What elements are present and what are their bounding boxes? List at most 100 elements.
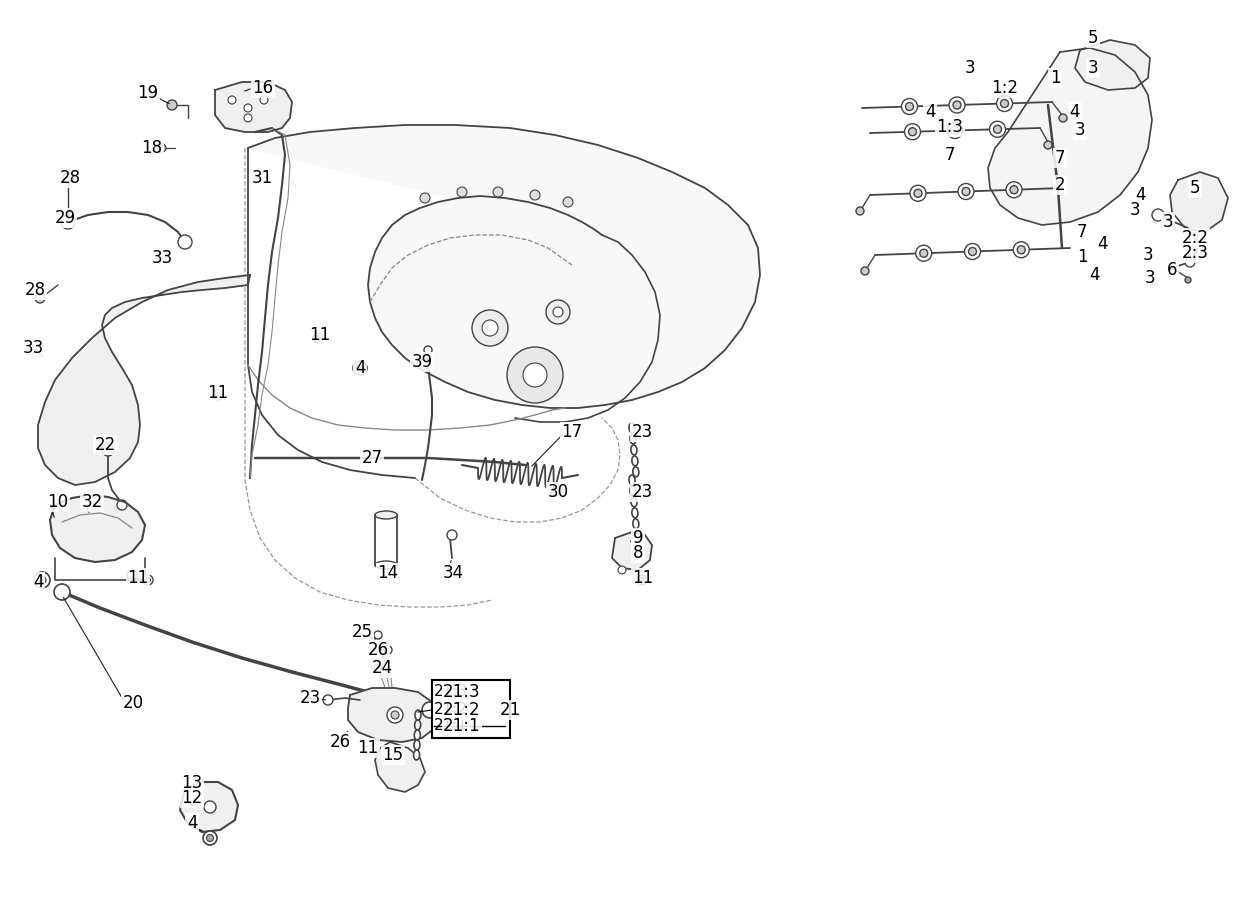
Circle shape [356,365,364,371]
Circle shape [374,664,382,672]
Text: 3: 3 [1130,201,1140,219]
Text: 4: 4 [925,103,935,121]
Ellipse shape [415,720,420,730]
Circle shape [1000,100,1009,108]
Text: 4: 4 [186,814,198,832]
Text: 3: 3 [1145,269,1155,287]
Ellipse shape [633,519,639,529]
Circle shape [146,578,151,582]
Circle shape [996,95,1013,112]
Circle shape [855,207,864,215]
Circle shape [260,96,268,104]
Text: 10: 10 [48,493,69,511]
Polygon shape [215,82,292,132]
Polygon shape [1170,172,1228,232]
Polygon shape [348,688,438,742]
Text: 14: 14 [377,564,399,582]
Ellipse shape [632,508,638,518]
Circle shape [493,187,503,197]
Circle shape [1185,277,1191,283]
Circle shape [353,361,367,375]
Circle shape [387,707,403,723]
Circle shape [54,584,70,600]
Circle shape [902,99,917,114]
Text: 2: 2 [1054,176,1066,194]
Circle shape [1013,241,1029,258]
Polygon shape [375,742,425,792]
Circle shape [1059,114,1067,122]
Text: 13: 13 [181,774,203,792]
Text: 4: 4 [1135,186,1145,204]
Circle shape [384,646,392,654]
Ellipse shape [414,750,420,760]
Circle shape [954,101,961,109]
Text: 5: 5 [1190,179,1200,197]
Circle shape [1185,257,1195,267]
Circle shape [143,575,153,585]
Text: 33: 33 [151,249,172,267]
Circle shape [472,310,508,346]
Circle shape [915,189,922,197]
Text: 11: 11 [309,326,331,344]
Text: 2:3: 2:3 [1181,244,1209,262]
Text: 21:1: 21:1 [434,718,468,734]
Circle shape [316,335,321,341]
Text: 39: 39 [411,353,433,371]
Text: 23: 23 [299,689,321,707]
Circle shape [906,102,913,111]
Circle shape [920,250,927,257]
Text: 34: 34 [443,564,463,582]
Text: 15: 15 [382,746,404,764]
Circle shape [127,570,137,580]
Ellipse shape [632,456,638,466]
Circle shape [1152,209,1164,221]
Circle shape [860,267,869,275]
Circle shape [102,444,114,456]
Bar [375,515,398,565]
Circle shape [1010,186,1018,194]
Text: 33: 33 [23,339,44,357]
Text: 22: 22 [94,436,116,454]
Ellipse shape [632,445,637,455]
Text: 23: 23 [632,423,653,441]
Text: 11: 11 [208,384,229,402]
Text: 5: 5 [1088,29,1098,47]
Text: 11: 11 [127,569,148,587]
Circle shape [530,190,540,200]
Circle shape [167,100,177,110]
Circle shape [905,123,921,140]
Circle shape [391,711,399,719]
Text: 4: 4 [1089,266,1101,284]
Polygon shape [988,48,1152,225]
Polygon shape [50,495,145,562]
Circle shape [34,572,50,588]
Text: 21:2: 21:2 [443,701,481,719]
Text: 2:2: 2:2 [1181,229,1209,247]
Ellipse shape [375,511,398,519]
Circle shape [910,186,926,201]
Polygon shape [248,125,760,408]
Circle shape [35,293,45,303]
Text: 1:2: 1:2 [991,79,1019,97]
Circle shape [38,576,47,584]
Ellipse shape [632,497,637,507]
Circle shape [947,122,964,139]
Circle shape [424,346,431,354]
Text: 4: 4 [355,359,365,377]
Circle shape [916,245,932,261]
Text: 28: 28 [24,281,45,299]
Circle shape [482,320,498,336]
Polygon shape [1076,40,1150,90]
Text: 26: 26 [367,641,389,659]
Circle shape [374,631,382,639]
Text: 16: 16 [253,79,273,97]
Text: 7: 7 [945,146,955,164]
Circle shape [177,235,192,249]
Text: 9: 9 [633,529,643,547]
Circle shape [969,248,976,256]
Text: 23: 23 [632,483,653,501]
Text: 3: 3 [1162,213,1174,231]
Ellipse shape [630,486,637,496]
Circle shape [523,363,547,387]
Circle shape [203,831,216,845]
